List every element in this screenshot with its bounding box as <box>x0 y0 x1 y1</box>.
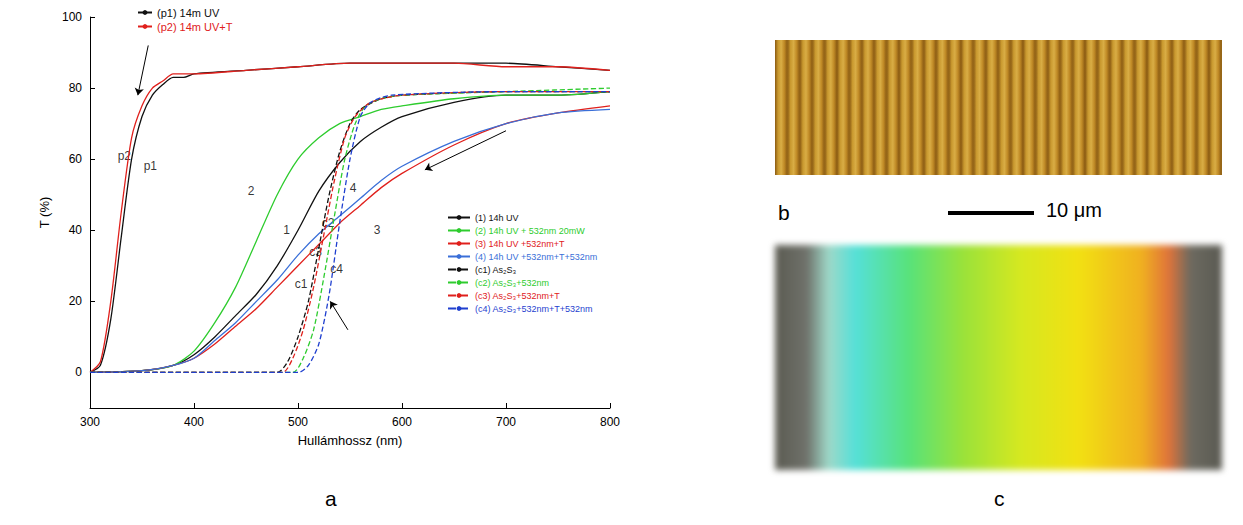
svg-text:40: 40 <box>69 223 83 237</box>
svg-text:800: 800 <box>600 415 620 429</box>
svg-text:(1) 14h UV: (1) 14h UV <box>475 213 519 223</box>
svg-text:0: 0 <box>75 365 82 379</box>
svg-text:(2) 14h UV + 532nm 20mW: (2) 14h UV + 532nm 20mW <box>475 226 585 236</box>
svg-text:2: 2 <box>248 184 255 198</box>
html-text:c: c <box>994 487 1005 510</box>
svg-text:400: 400 <box>184 415 204 429</box>
svg-text:Hullámhossz (nm): Hullámhossz (nm) <box>298 433 403 448</box>
svg-text:100: 100 <box>62 10 82 24</box>
svg-text:1: 1 <box>283 223 290 237</box>
svg-text:T (%): T (%) <box>37 197 52 229</box>
svg-text:600: 600 <box>392 415 412 429</box>
svg-text:(p2) 14m UV+T: (p2) 14m UV+T <box>157 21 233 33</box>
svg-text:(3) 14h UV +532nm+T: (3) 14h UV +532nm+T <box>475 239 565 249</box>
svg-text:(c3) As₂S₃+532nm+T: (c3) As₂S₃+532nm+T <box>475 291 560 301</box>
html-text:10 μm: 10 μm <box>1046 199 1102 221</box>
svg-text:p1: p1 <box>144 159 158 173</box>
svg-text:(c2) As₂S₃+532nm: (c2) As₂S₃+532nm <box>475 278 549 288</box>
svg-text:c2: c2 <box>321 216 335 231</box>
svg-text:60: 60 <box>69 152 83 166</box>
svg-text:700: 700 <box>496 415 516 429</box>
svg-text:p2: p2 <box>117 148 131 163</box>
svg-text:(c1) As₂S₃: (c1) As₂S₃ <box>475 265 517 275</box>
svg-text:(c4) As₂S₃+532nm+T+532nm: (c4) As₂S₃+532nm+T+532nm <box>475 304 592 314</box>
svg-text:c1: c1 <box>295 277 308 291</box>
svg-text:c3: c3 <box>309 244 322 259</box>
svg-text:c4: c4 <box>330 262 343 277</box>
svg-text:(4) 14h UV +532nm+T+532nm: (4) 14h UV +532nm+T+532nm <box>475 252 597 262</box>
svg-text:a: a <box>325 487 337 510</box>
svg-text:20: 20 <box>69 294 83 308</box>
svg-text:(p1) 14m UV: (p1) 14m UV <box>157 7 220 19</box>
svg-text:3: 3 <box>374 223 381 237</box>
svg-text:80: 80 <box>69 81 83 95</box>
svg-text:4: 4 <box>350 181 357 195</box>
html-text:b: b <box>778 201 790 224</box>
svg-text:300: 300 <box>80 415 100 429</box>
svg-text:500: 500 <box>288 415 308 429</box>
